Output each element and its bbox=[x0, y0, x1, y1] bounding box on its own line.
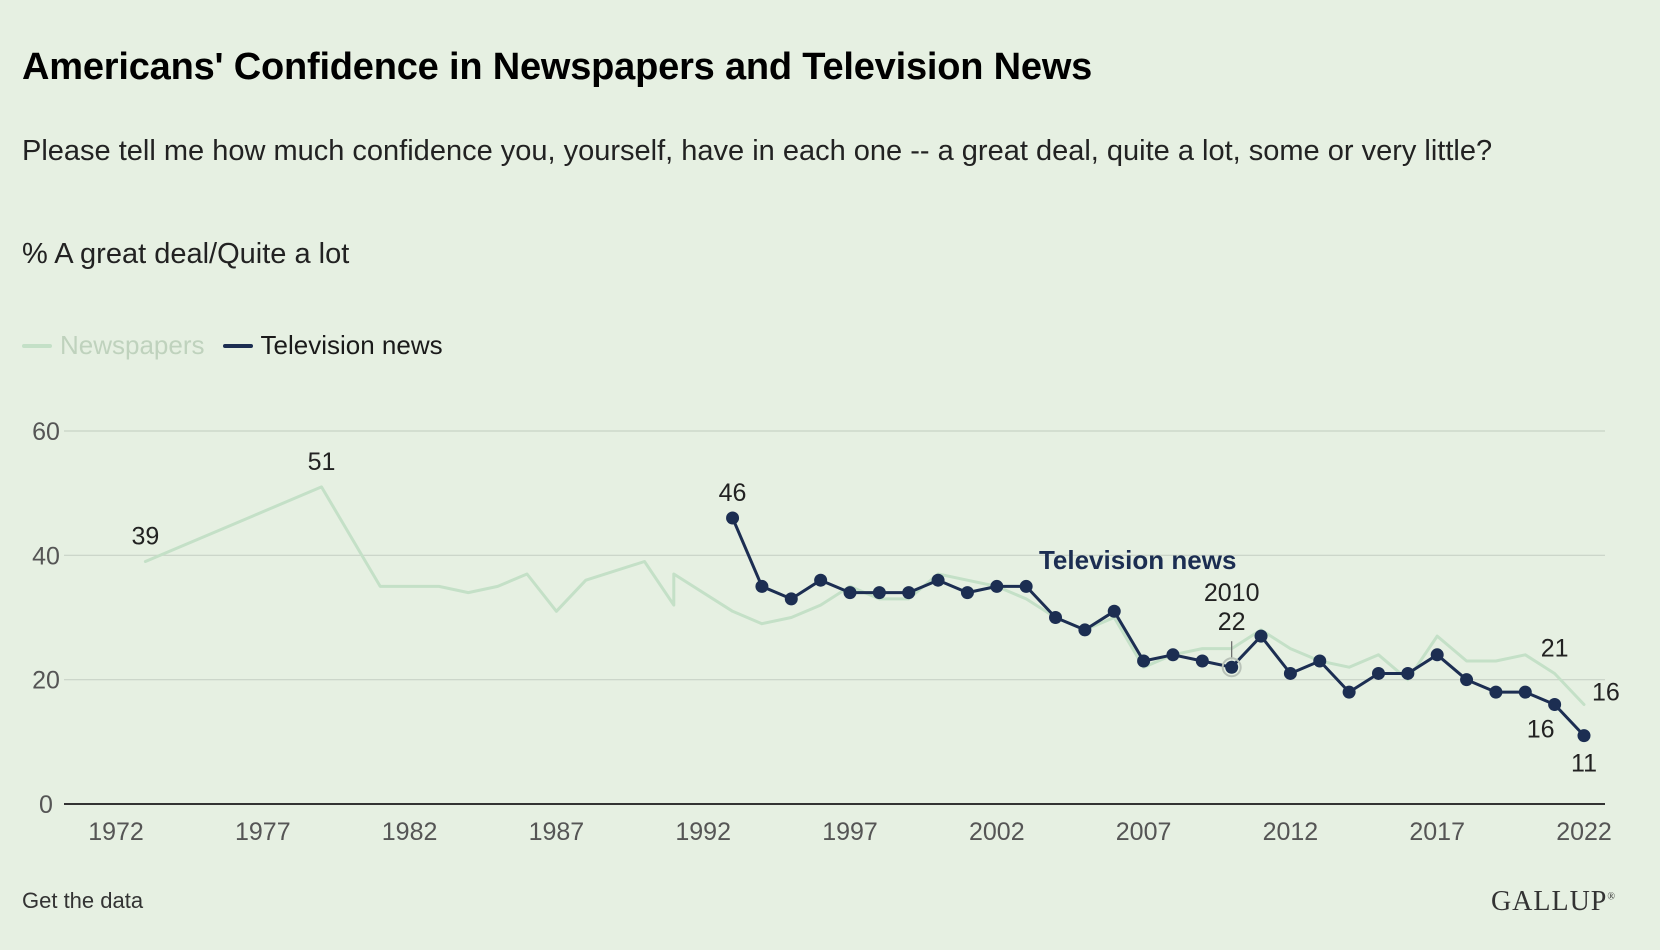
television-news-point bbox=[726, 511, 740, 525]
legend-swatch-television-news bbox=[222, 343, 253, 348]
television-news-point bbox=[1019, 579, 1033, 593]
legend-label-television-news: Television news bbox=[260, 330, 443, 360]
television-news-point bbox=[1460, 673, 1474, 687]
television-news-point bbox=[872, 586, 886, 600]
grid-layer bbox=[64, 430, 1605, 805]
x-axis-ticks: 1972 1977 1982 1987 1992 1997 2002 2007 2012 2017… bbox=[88, 818, 1612, 846]
television-news-point bbox=[1166, 648, 1180, 662]
chart-title: Americans' Confidence in Newspapers and … bbox=[22, 46, 1093, 88]
television-news-point bbox=[902, 586, 916, 600]
television-news-point bbox=[843, 586, 857, 600]
newspapers-data-label: 39 bbox=[131, 523, 159, 551]
television-news-point bbox=[1577, 729, 1591, 743]
television-news-point bbox=[1078, 623, 1092, 637]
television-news-point bbox=[931, 573, 945, 587]
newspapers-data-label: 16 bbox=[1592, 679, 1620, 707]
x-tick-label: 2002 bbox=[969, 818, 1025, 846]
newspapers-data-label: 21 bbox=[1541, 634, 1569, 662]
registered-mark: ® bbox=[1607, 891, 1616, 903]
annotation-highlight-ring bbox=[1221, 657, 1242, 678]
chart-subtitle: Please tell me how much confidence you, … bbox=[22, 135, 1493, 167]
x-tick-label: 2022 bbox=[1556, 818, 1612, 846]
television-news-series bbox=[726, 511, 1591, 743]
television-news-point bbox=[1489, 685, 1503, 699]
x-tick-label: 1982 bbox=[382, 818, 438, 846]
y-tick-label: 20 bbox=[32, 667, 60, 695]
television-news-data-label: 46 bbox=[719, 479, 747, 507]
y-axis-ticks: 0 20 40 60 bbox=[32, 418, 60, 819]
television-news-point bbox=[1518, 685, 1532, 699]
television-news-point bbox=[1283, 666, 1297, 680]
annotation-value: 22 bbox=[1218, 608, 1246, 636]
television-news-point bbox=[1548, 698, 1562, 712]
gallup-logo-text: GALLUP bbox=[1490, 886, 1608, 917]
television-news-point bbox=[1401, 666, 1415, 680]
television-news-point bbox=[1225, 660, 1239, 674]
television-news-point bbox=[1195, 654, 1209, 668]
television-news-point bbox=[1313, 654, 1327, 668]
y-tick-label: 60 bbox=[32, 418, 60, 446]
newspapers-line bbox=[143, 485, 1586, 706]
television-news-point bbox=[990, 579, 1004, 593]
x-tick-label: 1987 bbox=[529, 818, 585, 846]
television-news-point bbox=[814, 573, 828, 587]
television-news-point bbox=[1049, 611, 1063, 624]
television-news-data-label: 11 bbox=[1571, 750, 1597, 778]
x-tick-label: 2012 bbox=[1263, 818, 1319, 846]
gallup-logo: GALLUP® bbox=[1491, 886, 1616, 918]
television-news-point bbox=[960, 586, 974, 600]
television-news-point bbox=[1254, 629, 1268, 643]
television-news-data-label: 16 bbox=[1527, 716, 1555, 744]
x-tick-label: 2017 bbox=[1409, 818, 1465, 846]
television-news-point bbox=[755, 579, 769, 593]
y-tick-label: 0 bbox=[39, 791, 53, 819]
television-news-point bbox=[784, 592, 798, 606]
get-the-data-link[interactable]: Get the data bbox=[22, 888, 144, 913]
television-news-point bbox=[1107, 604, 1121, 618]
measure-label: % A great deal/Quite a lot bbox=[22, 238, 350, 270]
television-news-point bbox=[1430, 648, 1444, 662]
x-tick-label: 2007 bbox=[1116, 818, 1172, 846]
newspapers-data-label: 51 bbox=[308, 448, 336, 476]
x-tick-label: 1992 bbox=[675, 818, 731, 846]
annotation-year: 2010 bbox=[1204, 579, 1260, 607]
x-tick-label: 1997 bbox=[822, 818, 878, 846]
television-news-point bbox=[1371, 666, 1385, 680]
annotation-series-label: Television news bbox=[1039, 545, 1236, 575]
television-news-point bbox=[1137, 654, 1151, 668]
x-tick-label: 1977 bbox=[235, 818, 291, 846]
legend-item-newspapers[interactable]: Newspapers bbox=[22, 330, 205, 361]
newspapers-series bbox=[143, 485, 1586, 706]
data-labels: 39 51 21 16 46 16 11 bbox=[131, 448, 1619, 778]
chart-legend: Newspapers Television news bbox=[22, 330, 461, 361]
legend-swatch-newspapers bbox=[22, 343, 52, 348]
television-news-point bbox=[1342, 685, 1356, 699]
legend-item-television-news[interactable]: Television news bbox=[222, 330, 443, 361]
y-tick-label: 40 bbox=[32, 542, 60, 570]
x-tick-label: 1972 bbox=[88, 818, 144, 846]
legend-label-newspapers: Newspapers bbox=[60, 330, 205, 360]
